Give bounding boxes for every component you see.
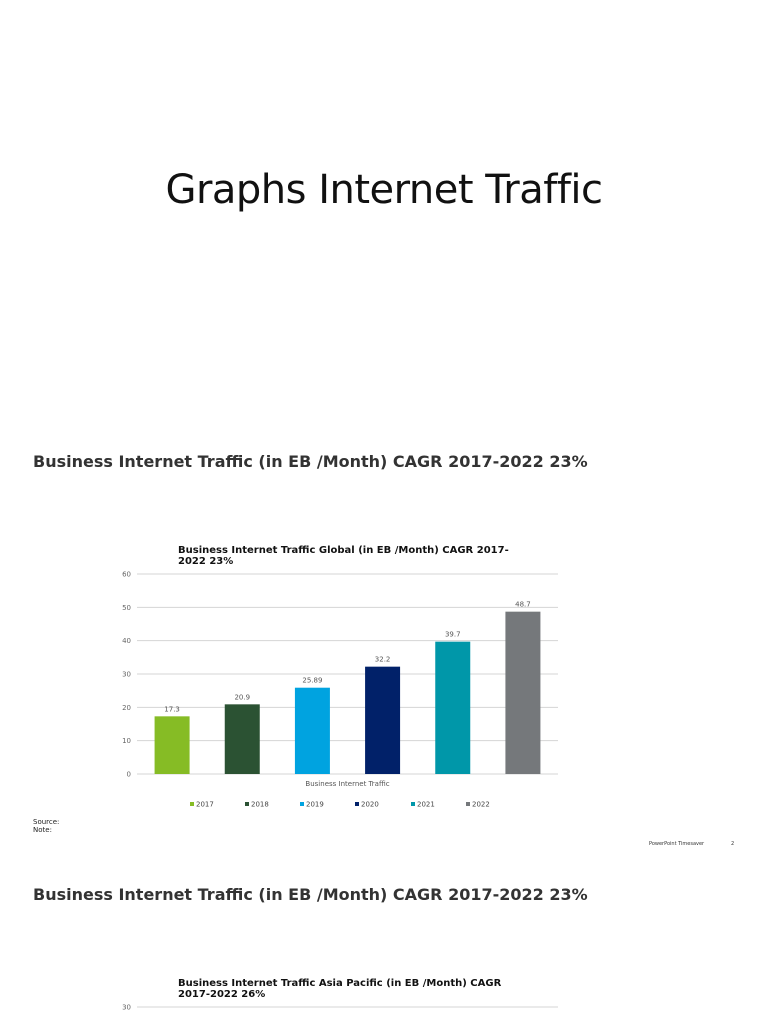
legend-swatch (355, 802, 359, 806)
page-number: 2 (731, 841, 735, 847)
source-label: Source: (33, 818, 60, 826)
y-tick-label: 50 (122, 604, 131, 612)
legend-swatch (411, 802, 415, 806)
legend-label: 2022 (472, 801, 490, 809)
bar (435, 641, 471, 774)
chart-title-2: Business Internet Traffic Asia Pacific (… (178, 978, 548, 1000)
data-label: 32.2 (375, 656, 391, 664)
legend-label: 2018 (251, 801, 269, 809)
y-tick-label: 30 (122, 671, 131, 679)
bar (505, 611, 541, 774)
chart-title-line-2: 2022 23% (178, 556, 234, 567)
slide-title: Graphs Internet Traffic (165, 167, 603, 213)
chart-title-2-line-1: Business Internet Traffic Asia Pacific (… (178, 978, 502, 989)
x-axis-label: Business Internet Traffic (305, 780, 389, 788)
chart-title: Business Internet Traffic Global (in EB … (178, 545, 548, 567)
y-tick-label: 30 (122, 1004, 131, 1012)
legend-label: 2020 (361, 801, 379, 809)
legend-label: 2017 (196, 801, 214, 809)
y-tick-label: 40 (122, 637, 131, 645)
data-label: 17.3 (164, 705, 180, 713)
data-label: 25.89 (302, 677, 322, 685)
legend-swatch (300, 802, 304, 806)
data-label: 48.7 (515, 601, 531, 609)
legend-swatch (466, 802, 470, 806)
legend-label: 2021 (417, 801, 435, 809)
chart-title-2-line-2: 2017-2022 26% (178, 989, 266, 1000)
bar (224, 704, 260, 774)
bar (154, 716, 190, 774)
legend-swatch (190, 802, 194, 806)
slide-heading: Business Internet Traffic (in EB /Month)… (33, 452, 588, 471)
chart-title-line-1: Business Internet Traffic Global (in EB … (178, 545, 509, 556)
data-label: 39.7 (445, 631, 461, 639)
legend-label: 2019 (306, 801, 324, 809)
y-tick-label: 10 (122, 737, 131, 745)
legend-swatch (245, 802, 249, 806)
data-label: 20.9 (234, 693, 250, 701)
footer-brand: PowerPoint Timesaver (649, 841, 705, 847)
bar (294, 687, 330, 774)
y-tick-label: 60 (122, 571, 131, 579)
source-note: Source: Note: (33, 818, 59, 834)
note-label: Note: (33, 826, 52, 834)
y-tick-label: 0 (127, 771, 131, 779)
y-tick-label: 20 (122, 704, 131, 712)
bar (365, 666, 401, 774)
slide-heading-2: Business Internet Traffic (in EB /Month)… (33, 885, 588, 904)
